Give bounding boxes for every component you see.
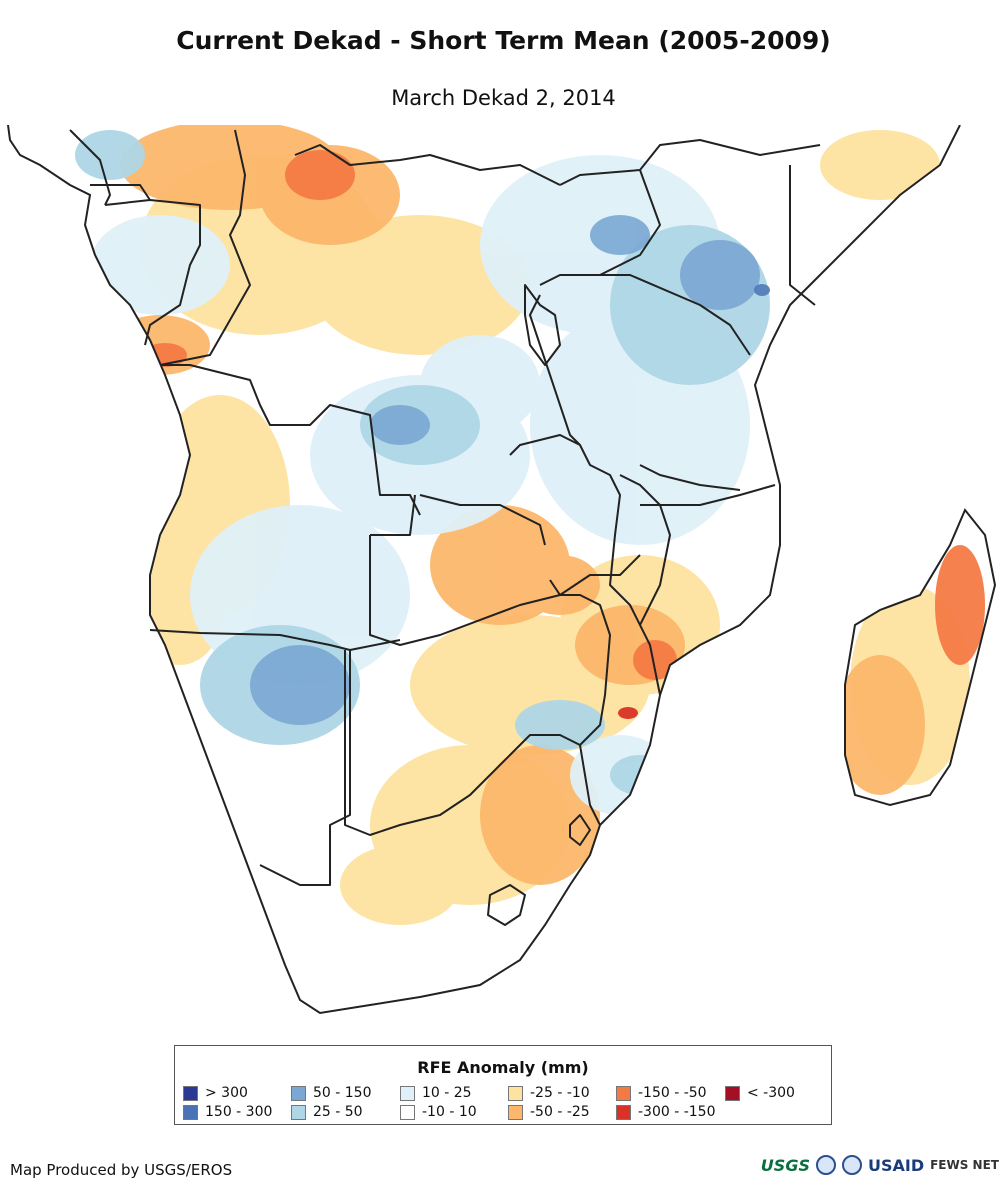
legend-item: -300 - -150	[616, 1104, 716, 1120]
legend-label: 50 - 150	[313, 1085, 372, 1101]
usaid-seal-icon	[841, 1155, 862, 1175]
legend-item: 50 - 150	[291, 1085, 372, 1101]
legend-item: 10 - 25	[400, 1085, 472, 1101]
legend-label: -50 - -25	[530, 1104, 590, 1120]
fews-net-logo: FEWS NET	[930, 1158, 999, 1172]
noaa-logo-icon	[815, 1155, 836, 1175]
legend-item: 150 - 300	[183, 1104, 272, 1120]
legend-label: -150 - -50	[638, 1085, 707, 1101]
legend-swatch	[508, 1104, 523, 1120]
usgs-logo: USGS	[760, 1155, 810, 1175]
legend-title: RFE Anomaly (mm)	[417, 1058, 589, 1077]
legend-label: 150 - 300	[205, 1104, 273, 1120]
legend-swatch	[183, 1085, 198, 1101]
legend-label: -300 - -150	[638, 1104, 716, 1120]
legend-swatch	[508, 1085, 523, 1101]
legend-item: -150 - -50	[616, 1085, 707, 1101]
legend-swatch	[616, 1104, 631, 1120]
legend-label: < -300	[747, 1085, 795, 1101]
legend-item: -25 - -10	[508, 1085, 590, 1101]
legend-item: > 300	[183, 1085, 248, 1101]
legend-label: > 300	[205, 1085, 248, 1101]
anomaly-map	[7, 125, 997, 1015]
legend-swatch	[400, 1085, 415, 1101]
map-credit: Map Produced by USGS/EROS	[10, 1161, 233, 1179]
legend-swatch	[725, 1085, 740, 1101]
usaid-logo: USAID	[867, 1155, 925, 1175]
legend-label: 25 - 50	[313, 1104, 363, 1120]
legend-swatch	[400, 1104, 415, 1120]
legend-label: 10 - 25	[422, 1085, 472, 1101]
legend-swatch	[616, 1085, 631, 1101]
legend-label: -25 - -10	[530, 1085, 590, 1101]
legend-swatch	[291, 1085, 306, 1101]
legend-item: -50 - -25	[508, 1104, 590, 1120]
legend-swatch	[291, 1104, 306, 1120]
legend: RFE Anomaly (mm) > 300 150 - 300 50 - 15…	[174, 1045, 832, 1125]
map-subtitle: March Dekad 2, 2014	[391, 86, 616, 110]
legend-label: -10 - 10	[422, 1104, 477, 1120]
legend-item: -10 - 10	[400, 1104, 477, 1120]
logo-bar: USGS USAID FEWS NET	[761, 1155, 999, 1175]
legend-item: 25 - 50	[291, 1104, 363, 1120]
map-title: Current Dekad - Short Term Mean (2005-20…	[176, 26, 831, 55]
legend-item: < -300	[725, 1085, 795, 1101]
legend-swatch	[183, 1104, 198, 1120]
